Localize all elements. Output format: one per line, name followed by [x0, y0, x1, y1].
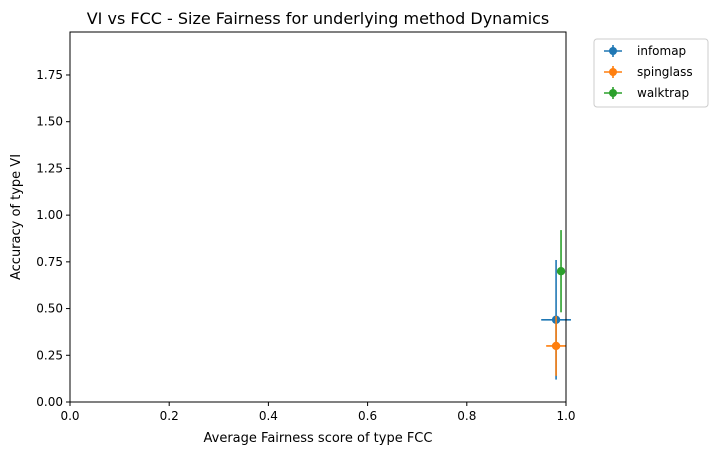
legend-marker-dot — [609, 47, 617, 55]
legend-marker-dot — [609, 89, 617, 97]
y-tick-label: 0.00 — [36, 395, 63, 409]
x-tick-label: 0.2 — [160, 409, 179, 423]
legend-frame — [593, 38, 709, 108]
x-tick-label: 0.4 — [259, 409, 278, 423]
y-tick-label: 1.00 — [36, 208, 63, 222]
legend-label: walktrap — [637, 86, 689, 100]
series-walktrap — [556, 230, 566, 313]
y-tick-label: 0.25 — [36, 348, 63, 362]
y-axis-label: Accuracy of type VI — [9, 154, 24, 280]
legend-item-walktrap: walktrap — [604, 86, 689, 100]
x-tick-label: 0.8 — [457, 409, 476, 423]
plot-frame — [69, 31, 567, 403]
x-tick-label: 1.0 — [556, 409, 575, 423]
x-tick-label: 0.6 — [358, 409, 377, 423]
x-tick-label: 0.0 — [60, 409, 79, 423]
data-point — [551, 341, 561, 351]
y-tick-label: 1.25 — [36, 161, 63, 175]
legend-label: spinglass — [637, 65, 693, 79]
legend-item-infomap: infomap — [604, 44, 686, 58]
series-spinglass — [546, 316, 566, 376]
y-tick-label: 0.50 — [36, 302, 63, 316]
legend-label: infomap — [637, 44, 686, 58]
legend-item-spinglass: spinglass — [604, 65, 693, 79]
y-tick-label: 1.75 — [36, 68, 63, 82]
data-point — [556, 266, 566, 276]
x-axis-label: Average Fairness score of type FCC — [204, 431, 433, 446]
y-tick-label: 1.50 — [36, 115, 63, 129]
chart-title: VI vs FCC - Size Fairness for underlying… — [87, 9, 550, 28]
legend-marker-dot — [609, 68, 617, 76]
legend: infomap spinglass walktrap — [593, 38, 709, 108]
y-tick-label: 0.75 — [36, 255, 63, 269]
